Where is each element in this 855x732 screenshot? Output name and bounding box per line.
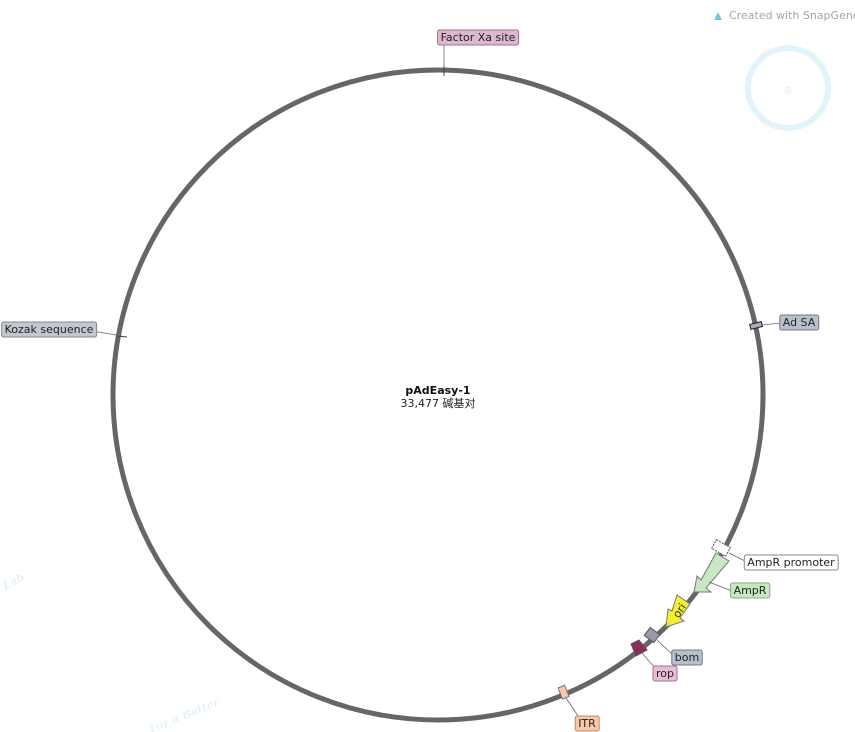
label-box [730, 582, 771, 599]
watermark-text: For a Better [146, 695, 222, 732]
feature-ampr [693, 552, 730, 593]
feature-bom [643, 626, 661, 644]
feature-rop [630, 639, 648, 657]
feature-label: Ad SA [783, 316, 816, 329]
map-name: pAdEasy-1 [405, 384, 470, 397]
label-box [1, 321, 98, 338]
feature-label: AmpR promoter [747, 556, 835, 569]
label-box [743, 554, 839, 571]
site-tick [116, 335, 128, 338]
feature-label: Kozak sequence [5, 323, 94, 336]
label-box [671, 649, 703, 666]
leader-line [761, 322, 782, 326]
label-box [779, 314, 820, 331]
label-box [652, 665, 678, 682]
feature-ad-sa [749, 321, 764, 330]
feature-ampr-promoter [710, 538, 732, 558]
watermark-mark: ® [783, 85, 794, 98]
logo [714, 12, 722, 20]
watermark-text: 2nd Lab [0, 570, 27, 605]
feature-ori [665, 594, 691, 628]
feature-label: Factor Xa site [441, 31, 516, 44]
map-length: 33,477 碱基对 [401, 396, 476, 410]
feature-label: bom [675, 651, 699, 664]
feature-label: ITR [578, 717, 596, 730]
leader-line [565, 697, 579, 717]
feature-label: rop [656, 667, 674, 680]
feature-itr [557, 684, 570, 700]
leader-line [708, 581, 733, 592]
leader-line [656, 639, 675, 657]
label-box [437, 29, 520, 46]
label-box [574, 715, 600, 732]
watermark-circle [745, 45, 831, 131]
credit: Created with SnapGene® [729, 9, 855, 22]
backbone [110, 67, 766, 723]
feature-label: AmpR [734, 584, 767, 597]
